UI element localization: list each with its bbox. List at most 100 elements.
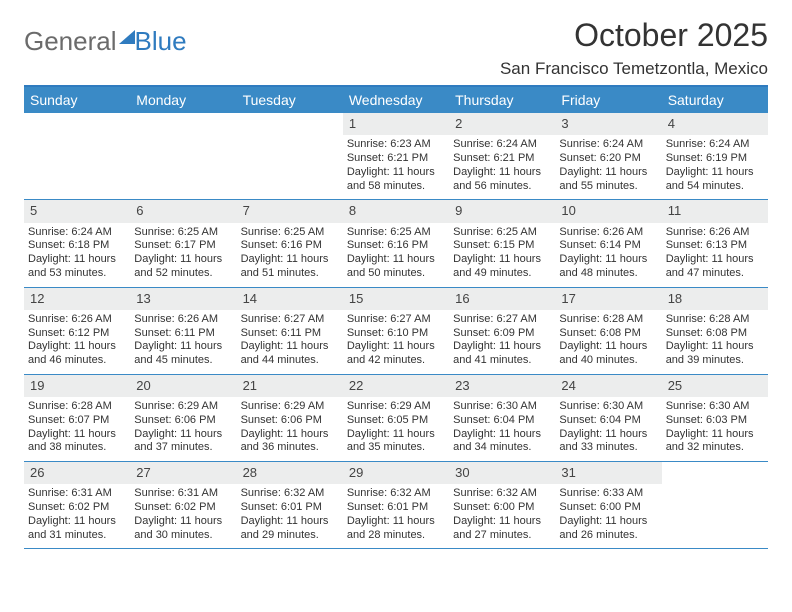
calendar-day-cell: 16Sunrise: 6:27 AMSunset: 6:09 PMDayligh… bbox=[449, 288, 555, 374]
day-number: 5 bbox=[24, 200, 130, 222]
sunrise-text: Sunrise: 6:26 AM bbox=[28, 313, 126, 327]
daylight-text: Daylight: 11 hours and 41 minutes. bbox=[453, 340, 551, 368]
sunset-text: Sunset: 6:07 PM bbox=[28, 414, 126, 428]
day-number: 15 bbox=[343, 288, 449, 310]
sunset-text: Sunset: 6:09 PM bbox=[453, 327, 551, 341]
sunrise-text: Sunrise: 6:31 AM bbox=[28, 487, 126, 501]
logo-text-general: General bbox=[24, 26, 117, 57]
daylight-text: Daylight: 11 hours and 26 minutes. bbox=[559, 515, 657, 543]
sunrise-text: Sunrise: 6:29 AM bbox=[347, 400, 445, 414]
sunset-text: Sunset: 6:06 PM bbox=[134, 414, 232, 428]
daylight-text: Daylight: 11 hours and 30 minutes. bbox=[134, 515, 232, 543]
daylight-text: Daylight: 11 hours and 51 minutes. bbox=[241, 253, 339, 281]
day-number: 28 bbox=[237, 462, 343, 484]
calendar-week: 12Sunrise: 6:26 AMSunset: 6:12 PMDayligh… bbox=[24, 288, 768, 375]
day-number: 18 bbox=[662, 288, 768, 310]
sunrise-text: Sunrise: 6:29 AM bbox=[241, 400, 339, 414]
daylight-text: Daylight: 11 hours and 45 minutes. bbox=[134, 340, 232, 368]
sunset-text: Sunset: 6:20 PM bbox=[559, 152, 657, 166]
header: General Blue October 2025 San Francisco … bbox=[24, 18, 768, 79]
weeks-container: ...1Sunrise: 6:23 AMSunset: 6:21 PMDayli… bbox=[24, 113, 768, 549]
calendar-day-cell: 28Sunrise: 6:32 AMSunset: 6:01 PMDayligh… bbox=[237, 462, 343, 548]
sunset-text: Sunset: 6:18 PM bbox=[28, 239, 126, 253]
day-number: 23 bbox=[449, 375, 555, 397]
daylight-text: Daylight: 11 hours and 47 minutes. bbox=[666, 253, 764, 281]
logo: General Blue bbox=[24, 18, 187, 57]
calendar-day-cell: 23Sunrise: 6:30 AMSunset: 6:04 PMDayligh… bbox=[449, 375, 555, 461]
weekday-label: Thursday bbox=[449, 87, 555, 113]
daylight-text: Daylight: 11 hours and 28 minutes. bbox=[347, 515, 445, 543]
calendar-week: 19 Sunrise: 6:28 AMSunset: 6:07 PM Dayligh… bbox=[24, 375, 768, 462]
daylight-text: Daylight: 11 hours and 29 minutes. bbox=[241, 515, 339, 543]
day-number: 27 bbox=[130, 462, 236, 484]
calendar-day-cell: 25Sunrise: 6:30 AMSunset: 6:03 PMDayligh… bbox=[662, 375, 768, 461]
daylight-text: Daylight: 11 hours and 34 minutes. bbox=[453, 428, 551, 456]
day-number: 19 bbox=[24, 375, 130, 397]
day-number: 9 bbox=[449, 200, 555, 222]
sunset-text: Sunset: 6:11 PM bbox=[134, 327, 232, 341]
daylight-text: Daylight: 11 hours and 53 minutes. bbox=[28, 253, 126, 281]
location-subtitle: San Francisco Temetzontla, Mexico bbox=[500, 59, 768, 79]
sunrise-text: Sunrise: 6:31 AM bbox=[134, 487, 232, 501]
daylight-text: Daylight: 11 hours and 58 minutes. bbox=[347, 166, 445, 194]
calendar-day-cell: 26Sunrise: 6:31 AMSunset: 6:02 PMDayligh… bbox=[24, 462, 130, 548]
sunrise-text: Sunrise: 6:25 AM bbox=[347, 226, 445, 240]
daylight-text: Daylight: 11 hours and 39 minutes. bbox=[666, 340, 764, 368]
calendar-day-cell: 11Sunrise: 6:26 AMSunset: 6:13 PMDayligh… bbox=[662, 200, 768, 286]
sunrise-text: Sunrise: 6:32 AM bbox=[241, 487, 339, 501]
calendar-day-cell: 21Sunrise: 6:29 AMSunset: 6:06 PMDayligh… bbox=[237, 375, 343, 461]
weekday-label: Tuesday bbox=[237, 87, 343, 113]
daylight-text: Daylight: 11 hours and 50 minutes. bbox=[347, 253, 445, 281]
calendar-week: 26Sunrise: 6:31 AMSunset: 6:02 PMDayligh… bbox=[24, 462, 768, 549]
calendar-day-cell: 27Sunrise: 6:31 AMSunset: 6:02 PMDayligh… bbox=[130, 462, 236, 548]
sunset-text: Sunset: 6:16 PM bbox=[241, 239, 339, 253]
weekday-label: Wednesday bbox=[343, 87, 449, 113]
sunrise-text: Sunrise: 6:24 AM bbox=[28, 226, 126, 240]
weekday-label: Friday bbox=[555, 87, 661, 113]
daylight-text: Daylight: 11 hours and 56 minutes. bbox=[453, 166, 551, 194]
calendar-day-cell: 8Sunrise: 6:25 AMSunset: 6:16 PMDaylight… bbox=[343, 200, 449, 286]
calendar-day-cell: . bbox=[237, 113, 343, 199]
calendar-day-cell: 31Sunrise: 6:33 AMSunset: 6:00 PMDayligh… bbox=[555, 462, 661, 548]
sunset-text: Sunset: 6:06 PM bbox=[241, 414, 339, 428]
day-number: 30 bbox=[449, 462, 555, 484]
daylight-text: Daylight: 11 hours and 44 minutes. bbox=[241, 340, 339, 368]
calendar-day-cell: . bbox=[24, 113, 130, 199]
sunrise-text: Sunrise: 6:30 AM bbox=[559, 400, 657, 414]
weekday-header: SundayMondayTuesdayWednesdayThursdayFrid… bbox=[24, 87, 768, 113]
day-number: 31 bbox=[555, 462, 661, 484]
calendar-day-cell: 12Sunrise: 6:26 AMSunset: 6:12 PMDayligh… bbox=[24, 288, 130, 374]
daylight-text: Daylight: 11 hours and 46 minutes. bbox=[28, 340, 126, 368]
sunrise-text: Sunrise: 6:28 AM bbox=[28, 400, 126, 414]
sunrise-text: Sunrise: 6:28 AM bbox=[666, 313, 764, 327]
day-number: 6 bbox=[130, 200, 236, 222]
sunrise-text: Sunrise: 6:24 AM bbox=[559, 138, 657, 152]
calendar-day-cell: 22Sunrise: 6:29 AMSunset: 6:05 PMDayligh… bbox=[343, 375, 449, 461]
sunset-text: Sunset: 6:17 PM bbox=[134, 239, 232, 253]
calendar-week: 5Sunrise: 6:24 AMSunset: 6:18 PMDaylight… bbox=[24, 200, 768, 287]
sunset-text: Sunset: 6:15 PM bbox=[453, 239, 551, 253]
sunset-text: Sunset: 6:08 PM bbox=[666, 327, 764, 341]
logo-text-blue: Blue bbox=[135, 26, 187, 57]
day-number: 14 bbox=[237, 288, 343, 310]
day-number: 3 bbox=[555, 113, 661, 135]
calendar-day-cell: 20Sunrise: 6:29 AMSunset: 6:06 PMDayligh… bbox=[130, 375, 236, 461]
logo-triangle-icon bbox=[119, 30, 135, 44]
day-number: 20 bbox=[130, 375, 236, 397]
daylight-text: Daylight: 11 hours and 27 minutes. bbox=[453, 515, 551, 543]
sunset-text: Sunset: 6:21 PM bbox=[347, 152, 445, 166]
sunset-text: Sunset: 6:00 PM bbox=[559, 501, 657, 515]
day-number: 21 bbox=[237, 375, 343, 397]
weekday-label: Sunday bbox=[24, 87, 130, 113]
daylight-text: Daylight: 11 hours and 32 minutes. bbox=[666, 428, 764, 456]
sunrise-text: Sunrise: 6:24 AM bbox=[666, 138, 764, 152]
daylight-text: Daylight: 11 hours and 35 minutes. bbox=[347, 428, 445, 456]
day-number: 13 bbox=[130, 288, 236, 310]
calendar-day-cell: 6Sunrise: 6:25 AMSunset: 6:17 PMDaylight… bbox=[130, 200, 236, 286]
sunrise-text: Sunrise: 6:27 AM bbox=[453, 313, 551, 327]
calendar-day-cell: . bbox=[130, 113, 236, 199]
sunset-text: Sunset: 6:14 PM bbox=[559, 239, 657, 253]
day-number: 17 bbox=[555, 288, 661, 310]
sunrise-text: Sunrise: 6:32 AM bbox=[453, 487, 551, 501]
sunrise-text: Sunrise: 6:32 AM bbox=[347, 487, 445, 501]
